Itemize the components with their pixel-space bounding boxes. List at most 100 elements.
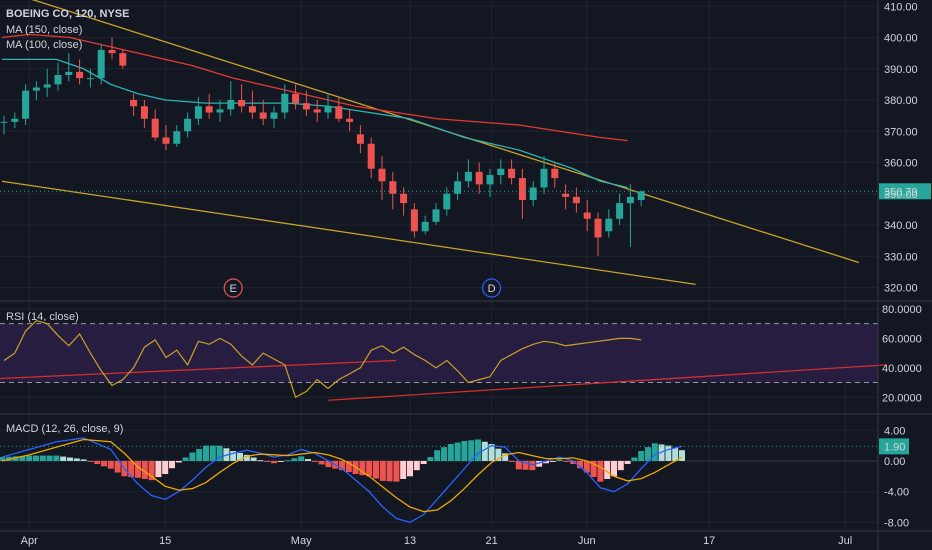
macd-histogram-bar xyxy=(345,460,352,473)
macd-histogram-bar xyxy=(19,455,26,461)
price-tick-label: 380.00 xyxy=(884,95,918,107)
candle-body xyxy=(432,209,440,222)
macd-histogram-bar xyxy=(379,460,386,481)
candle-body xyxy=(378,168,386,182)
candle-body xyxy=(86,78,94,80)
candle-body xyxy=(216,109,224,113)
candle-body xyxy=(227,100,235,110)
macd-histogram-bar xyxy=(135,460,141,478)
candle-body xyxy=(162,137,170,144)
macd-histogram-bar xyxy=(461,441,468,461)
price-tick-label: 390.00 xyxy=(884,64,918,76)
macd-histogram-bar xyxy=(427,457,434,461)
macd-histogram-bar xyxy=(393,460,400,482)
macd-histogram-bar xyxy=(454,442,461,461)
event-marker-e xyxy=(223,278,243,298)
price-pane[interactable]: 350.79 E D xyxy=(0,0,931,298)
candle-body xyxy=(281,93,289,113)
macd-histogram-bar xyxy=(509,460,515,462)
ma150-line xyxy=(1,33,628,142)
macd-histogram-bar xyxy=(413,460,420,471)
macd-histogram-bar xyxy=(311,460,318,462)
macd-histogram-bar xyxy=(114,460,121,473)
macd-histogram-bar xyxy=(577,460,583,469)
macd-histogram-bar xyxy=(271,460,277,464)
price-trendline xyxy=(1,180,696,286)
candle-body xyxy=(270,112,278,119)
macd-histogram-bar xyxy=(386,460,393,482)
candle-body xyxy=(0,121,8,123)
macd-histogram-bar xyxy=(169,460,175,469)
macd-histogram-bar xyxy=(604,460,611,479)
price-tick-label: 360.00 xyxy=(884,158,918,170)
candle-body xyxy=(184,118,192,132)
macd-histogram-bar xyxy=(434,450,441,461)
candle-body xyxy=(400,193,408,204)
candle-body xyxy=(616,203,624,219)
macd-histogram-bar xyxy=(26,455,33,461)
candle-body xyxy=(32,87,40,91)
price-tick-label: 330.00 xyxy=(884,251,918,263)
macd-histogram-bar xyxy=(155,460,162,478)
macd-histogram-bar xyxy=(182,457,189,461)
candle-body xyxy=(443,193,451,210)
candle-body xyxy=(259,112,267,119)
candle-body xyxy=(335,106,343,119)
candle-body xyxy=(324,106,332,113)
macd-histogram-bar xyxy=(447,444,454,461)
candle-body xyxy=(140,106,148,119)
macd-line xyxy=(1,437,683,524)
macd-histogram-bar xyxy=(298,456,305,461)
macd-histogram-bar xyxy=(468,440,475,461)
macd-histogram-bar xyxy=(475,439,481,461)
price-trendline xyxy=(31,0,859,264)
rsi-trendline xyxy=(328,364,887,401)
macd-histogram-bar xyxy=(284,460,291,462)
macd-histogram-bar xyxy=(645,447,651,461)
macd-histogram-bar xyxy=(33,455,39,461)
rsi-band xyxy=(0,323,878,383)
candle-body xyxy=(11,118,19,122)
macd-histogram-bar xyxy=(216,445,223,461)
candle-body xyxy=(43,84,51,88)
rsi-trendline xyxy=(0,359,397,380)
macd-histogram-bar xyxy=(87,460,94,462)
macd-pane[interactable]: 1.90 xyxy=(0,437,909,524)
macd-histogram-bar xyxy=(94,460,101,465)
macd-histogram-bar xyxy=(373,460,379,479)
candle-body xyxy=(130,100,138,107)
last-price-value: 350.79 xyxy=(884,186,918,198)
macd-histogram-bar xyxy=(420,460,427,465)
rsi-pane[interactable] xyxy=(0,320,887,401)
macd-histogram-bar xyxy=(617,460,624,471)
candle-body xyxy=(572,196,580,204)
x-tick-label: Jul xyxy=(838,535,852,547)
macd-histogram-bar xyxy=(624,460,631,465)
candle-body xyxy=(76,71,84,79)
macd-histogram-bar xyxy=(243,454,250,461)
macd-histogram-bar xyxy=(359,460,366,476)
macd-histogram-bar xyxy=(631,457,638,461)
macd-histogram-bar xyxy=(80,459,87,461)
last-price-badge xyxy=(879,183,931,200)
macd-histogram-bar xyxy=(209,445,216,461)
candle-body xyxy=(22,90,30,119)
event-letter: D xyxy=(488,283,496,295)
macd-tick-label: -4.00 xyxy=(884,487,909,499)
candle-body xyxy=(173,131,181,144)
macd-tick-label: 0.00 xyxy=(884,456,905,468)
candle-body xyxy=(518,178,526,200)
rsi-tick-label: 80.0000 xyxy=(882,304,922,316)
macd-histogram-bar xyxy=(12,456,19,461)
candle-body xyxy=(421,221,429,232)
candle-body xyxy=(367,143,375,169)
macd-histogram-bar xyxy=(536,460,543,467)
ma150-legend: MA (150, close) xyxy=(6,24,82,36)
price-tick-label: 400.00 xyxy=(884,33,918,45)
macd-tick-label: 4.00 xyxy=(884,425,905,437)
macd-histogram-bar xyxy=(53,455,60,461)
candle-body xyxy=(454,181,462,194)
price-tick-label: 340.00 xyxy=(884,220,918,232)
